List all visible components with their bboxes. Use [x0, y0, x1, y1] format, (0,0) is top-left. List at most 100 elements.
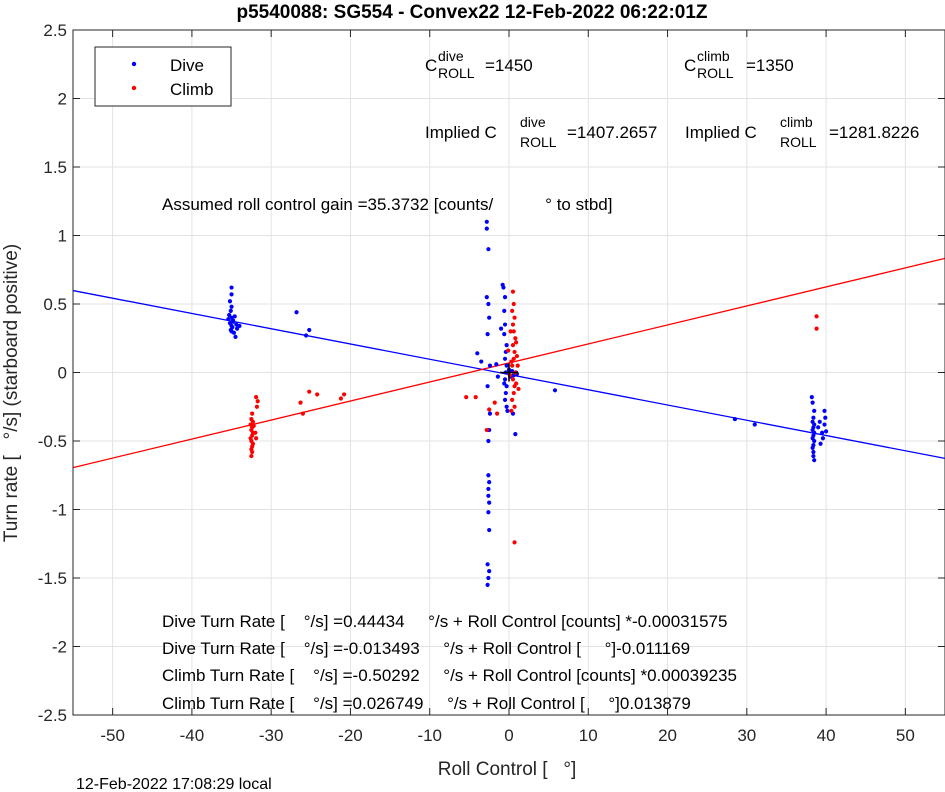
point-climb: [511, 301, 516, 307]
y-tick-label: -2: [52, 638, 67, 657]
y-tick-label: -2.5: [38, 706, 67, 725]
point-dive: [228, 308, 233, 313]
point-dive: [504, 343, 509, 348]
point-climb: [249, 453, 254, 459]
point-dive: [823, 429, 829, 434]
point-dive: [485, 384, 490, 389]
legend-climb-marker: [131, 85, 137, 91]
fit-equation-dive-degrees: Dive Turn Rate [ °/s] =-0.013493 °/s + R…: [162, 639, 690, 658]
point-dive: [495, 374, 501, 379]
point-climb: [511, 390, 516, 396]
point-climb: [484, 427, 489, 433]
point-climb: [510, 308, 515, 313]
point-dive: [502, 397, 508, 402]
c-roll-climb-annotation: C climb ROLL =1350: [684, 48, 794, 81]
point-dive: [487, 315, 492, 320]
point-dive: [486, 486, 491, 492]
point-dive: [504, 404, 509, 409]
point-dive: [505, 408, 510, 413]
point-climb: [315, 392, 320, 397]
x-axis-label: Roll Control [ °]: [438, 759, 577, 780]
point-dive: [487, 569, 492, 574]
fit-equation-climb-counts: Climb Turn Rate [ °/s] =-0.50292 °/s + R…: [162, 666, 737, 685]
x-tick-label: 10: [579, 726, 598, 745]
point-dive: [234, 322, 239, 327]
point-dive: [486, 247, 491, 252]
point-dive: [810, 400, 815, 405]
point-dive: [732, 416, 738, 422]
dive-series: [226, 219, 829, 587]
chart-title: p5540088: SG554 - Convex22 12-Feb-2022 0…: [236, 2, 707, 23]
point-dive: [487, 363, 493, 368]
point-climb: [509, 408, 514, 413]
point-dive: [811, 415, 816, 420]
x-tick-label: 40: [817, 726, 836, 745]
point-dive: [485, 562, 490, 567]
point-dive: [552, 388, 558, 393]
point-climb: [512, 315, 517, 320]
point-dive: [818, 441, 823, 446]
point-dive: [486, 510, 491, 515]
point-dive: [817, 419, 822, 424]
c-dive-value: =1450: [485, 56, 533, 75]
point-climb: [514, 353, 520, 359]
point-climb: [464, 395, 469, 400]
legend-dive-marker: [131, 61, 137, 67]
y-tick-label: 0.5: [43, 295, 67, 314]
gain-annotation: Assumed roll control gain =35.3732 [coun…: [162, 195, 612, 214]
point-dive: [486, 493, 491, 498]
point-dive: [498, 326, 504, 331]
point-climb: [254, 395, 259, 400]
point-dive: [820, 436, 826, 441]
legend-box: [94, 46, 232, 107]
footer-timestamp: 12-Feb-2022 17:08:29 local: [76, 776, 272, 792]
legend: Dive Climb: [94, 46, 232, 107]
c-dive-sup: dive: [438, 48, 464, 64]
point-dive: [487, 411, 493, 416]
point-dive: [504, 384, 509, 389]
point-climb: [814, 314, 819, 319]
point-climb: [513, 336, 518, 341]
point-climb: [510, 343, 516, 348]
point-climb: [814, 326, 819, 331]
point-climb: [298, 400, 303, 405]
fit-equations: Dive Turn Rate [ °/s] =0.44434 °/s + Rol…: [162, 612, 737, 713]
point-dive: [487, 527, 492, 533]
x-tick-label: 30: [737, 726, 756, 745]
point-dive: [811, 453, 816, 459]
point-dive: [484, 219, 489, 224]
point-dive: [231, 330, 237, 335]
point-climb: [510, 289, 516, 294]
climb-series: [248, 289, 819, 545]
point-dive: [487, 480, 492, 485]
y-tick-label: 2: [58, 90, 67, 109]
point-dive: [227, 299, 233, 304]
origin-crosshair: [500, 363, 518, 382]
point-climb: [338, 396, 344, 401]
point-dive: [810, 445, 815, 450]
point-climb: [307, 389, 312, 394]
implied-dive-sup: dive: [520, 114, 546, 130]
x-tick-label: 50: [896, 726, 915, 745]
legend-climb-label: Climb: [170, 80, 213, 99]
point-dive: [479, 359, 484, 364]
point-dive: [234, 326, 240, 331]
c-dive-base: C: [425, 56, 437, 75]
implied-dive-prefix: Implied C: [425, 123, 497, 142]
point-dive: [823, 415, 828, 420]
point-climb: [255, 399, 260, 404]
point-climb: [342, 392, 347, 397]
implied-climb-prefix: Implied C: [685, 123, 757, 142]
point-climb: [512, 404, 517, 409]
point-dive: [812, 458, 817, 463]
point-climb: [495, 411, 500, 416]
implied-dive-value: =1407.2657: [567, 123, 657, 142]
y-tick-label: 1: [58, 227, 67, 246]
implied-c-dive-annotation: Implied C dive ROLL =1407.2657: [425, 114, 657, 150]
point-dive: [809, 395, 814, 400]
y-tick-label: 1.5: [43, 158, 67, 177]
point-dive: [226, 316, 231, 322]
point-dive: [227, 312, 232, 318]
y-tick-label: 0: [58, 364, 67, 383]
